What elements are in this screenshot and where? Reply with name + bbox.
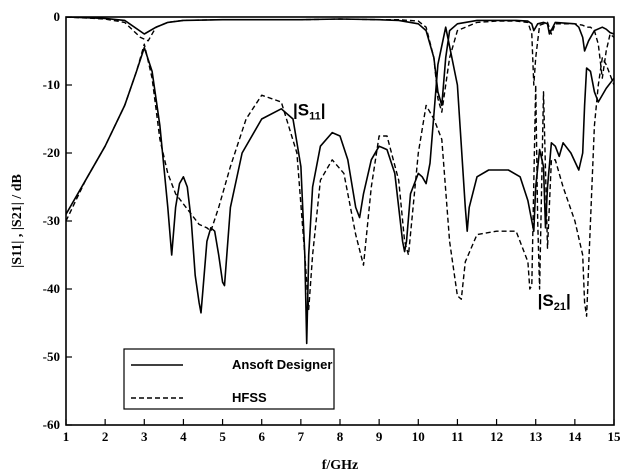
y-tick-label: -40	[43, 281, 60, 296]
x-tick-label: 12	[490, 429, 503, 444]
annotation-s11-label: |S11|	[293, 101, 326, 123]
legend-label-hfss: HFSS	[232, 390, 267, 405]
ansoft-curve-s21	[66, 17, 614, 107]
y-axis-title: |S11| , |S21| / dB	[10, 174, 25, 268]
x-tick-label: 5	[219, 429, 226, 444]
legend-box	[123, 348, 335, 410]
y-tick-label: -50	[43, 349, 60, 364]
x-tick-label: 8	[337, 429, 344, 444]
legend: Ansoft Designer HFSS	[123, 348, 335, 410]
y-tick-label: -20	[43, 145, 60, 160]
annotation-layer: |S11| |S21|	[293, 101, 571, 313]
x-axis-title: f/GHz	[322, 458, 359, 473]
legend-label-ansoft: Ansoft Designer	[232, 357, 332, 372]
x-tick-label: 14	[568, 429, 582, 444]
series-layer	[66, 17, 614, 345]
ticks-layer: 1 2 3 4 5 6 7 8 9 10 11 12 13 14 150-10-20-30-40-50-60	[43, 9, 621, 444]
y-tick-label: -10	[43, 77, 60, 92]
hfss-curve-s11	[66, 43, 614, 317]
x-tick-label: 11	[451, 429, 463, 444]
y-tick-label: -60	[43, 417, 60, 432]
hfss-curve-s21	[66, 17, 614, 113]
y-tick-label: 0	[54, 9, 61, 24]
x-tick-label: 7	[298, 429, 305, 444]
y-tick-label: -30	[43, 213, 60, 228]
x-tick-label: 4	[180, 429, 187, 444]
annotation-s21-label: |S21|	[538, 291, 571, 313]
x-tick-label: 13	[529, 429, 543, 444]
x-tick-label: 6	[258, 429, 265, 444]
x-tick-label: 2	[102, 429, 109, 444]
x-tick-label: 3	[141, 429, 148, 444]
x-tick-label: 9	[376, 429, 383, 444]
ansoft-curve-s11	[66, 26, 614, 345]
x-tick-label: 15	[608, 429, 622, 444]
x-tick-label: 10	[412, 429, 425, 444]
x-tick-label: 1	[63, 429, 70, 444]
